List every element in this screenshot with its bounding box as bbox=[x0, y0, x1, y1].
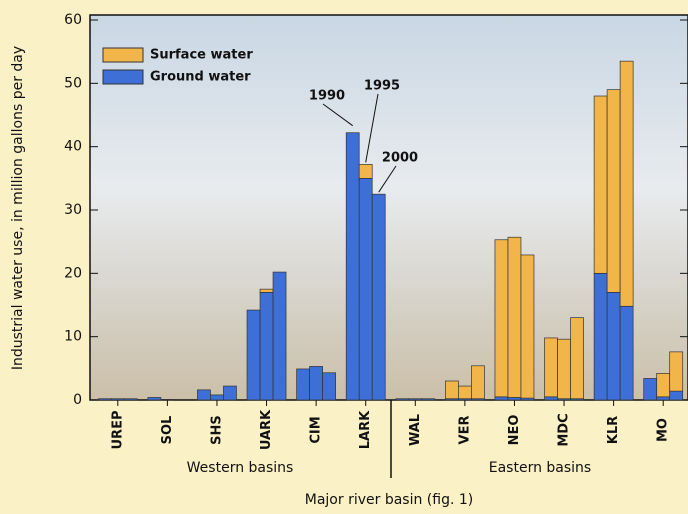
bar-segment bbox=[508, 397, 521, 400]
bar-segment bbox=[545, 338, 558, 397]
bar-segment bbox=[458, 386, 471, 399]
x-tick-label: NEO bbox=[507, 415, 522, 446]
bar-segment bbox=[657, 373, 670, 396]
bar-segment bbox=[445, 381, 458, 399]
bar-segment bbox=[620, 61, 633, 306]
bar-segment bbox=[644, 378, 657, 400]
bar-segment bbox=[607, 90, 620, 293]
year-label: 1990 bbox=[309, 89, 345, 104]
bar-segment bbox=[323, 373, 336, 400]
bar-segment bbox=[594, 96, 607, 273]
y-tick-label: 40 bbox=[64, 139, 82, 155]
group-label: Western basins bbox=[187, 460, 294, 476]
bar-segment bbox=[273, 272, 286, 400]
legend-swatch bbox=[103, 48, 143, 62]
group-label: Eastern basins bbox=[489, 460, 591, 476]
bar-segment bbox=[161, 399, 174, 400]
bar-segment bbox=[508, 237, 521, 397]
bar-segment bbox=[571, 318, 584, 399]
bar-segment bbox=[372, 194, 385, 400]
x-tick-label: MDC bbox=[557, 413, 572, 446]
bar-segment bbox=[197, 390, 210, 400]
bar-segment bbox=[260, 292, 273, 400]
year-label: 1995 bbox=[364, 79, 400, 94]
bar-segment bbox=[495, 397, 508, 400]
bar-segment bbox=[359, 178, 372, 400]
bar-segment bbox=[521, 255, 534, 398]
x-tick-label: UARK bbox=[259, 409, 274, 450]
bar-segment bbox=[396, 399, 409, 400]
y-axis-label: Industrial water use, in million gallons… bbox=[10, 46, 26, 370]
x-tick-label: SHS bbox=[209, 415, 224, 445]
bar-segment bbox=[545, 397, 558, 400]
x-axis-label: Major river basin (fig. 1) bbox=[305, 492, 473, 508]
y-tick-label: 10 bbox=[64, 329, 82, 345]
bar-segment bbox=[607, 292, 620, 400]
bar-segment bbox=[124, 399, 137, 400]
x-tick-label: VER bbox=[457, 416, 472, 445]
y-tick-label: 30 bbox=[64, 202, 82, 218]
bar-segment bbox=[594, 273, 607, 400]
bar-segment bbox=[223, 386, 236, 400]
legend-label: Ground water bbox=[150, 70, 251, 85]
bar-segment bbox=[297, 369, 310, 400]
bar-segment bbox=[422, 399, 435, 400]
y-tick-label: 20 bbox=[64, 265, 82, 281]
bar-segment bbox=[359, 164, 372, 178]
bar-segment bbox=[620, 306, 633, 400]
bar-segment bbox=[346, 133, 359, 400]
bar-segment bbox=[98, 399, 111, 400]
y-tick-label: 0 bbox=[73, 392, 82, 408]
bar-segment bbox=[471, 366, 484, 399]
chart: Industrial water use, in million gallons… bbox=[0, 0, 688, 514]
bar-segment bbox=[210, 395, 223, 400]
bar-segment bbox=[148, 397, 161, 400]
x-tick-label: CIM bbox=[309, 416, 324, 443]
bar-segment bbox=[670, 391, 683, 400]
x-tick-label: LARK bbox=[358, 410, 373, 449]
x-tick-label: WAL bbox=[408, 414, 423, 446]
bar-segment bbox=[558, 339, 571, 399]
bar-segment bbox=[409, 399, 422, 400]
bar-segment bbox=[495, 240, 508, 397]
year-label: 2000 bbox=[382, 151, 418, 166]
bar-segment bbox=[657, 397, 670, 400]
bar-segment bbox=[111, 399, 124, 400]
y-tick-label: 50 bbox=[64, 75, 82, 91]
legend-label: Surface water bbox=[150, 48, 253, 63]
bar-segment bbox=[670, 352, 683, 391]
x-tick-label: UREP bbox=[110, 411, 125, 450]
bar-segment bbox=[260, 289, 273, 292]
page: {"chart_data": {"type": "grouped-stacked… bbox=[0, 0, 688, 514]
x-tick-label: SOL bbox=[160, 416, 175, 445]
x-tick-label: KLR bbox=[606, 416, 621, 444]
y-tick-label: 60 bbox=[64, 12, 82, 28]
bar-segment bbox=[310, 366, 323, 400]
x-tick-label: MO bbox=[656, 418, 671, 442]
bar-segment bbox=[247, 310, 260, 400]
legend-swatch bbox=[103, 70, 143, 84]
